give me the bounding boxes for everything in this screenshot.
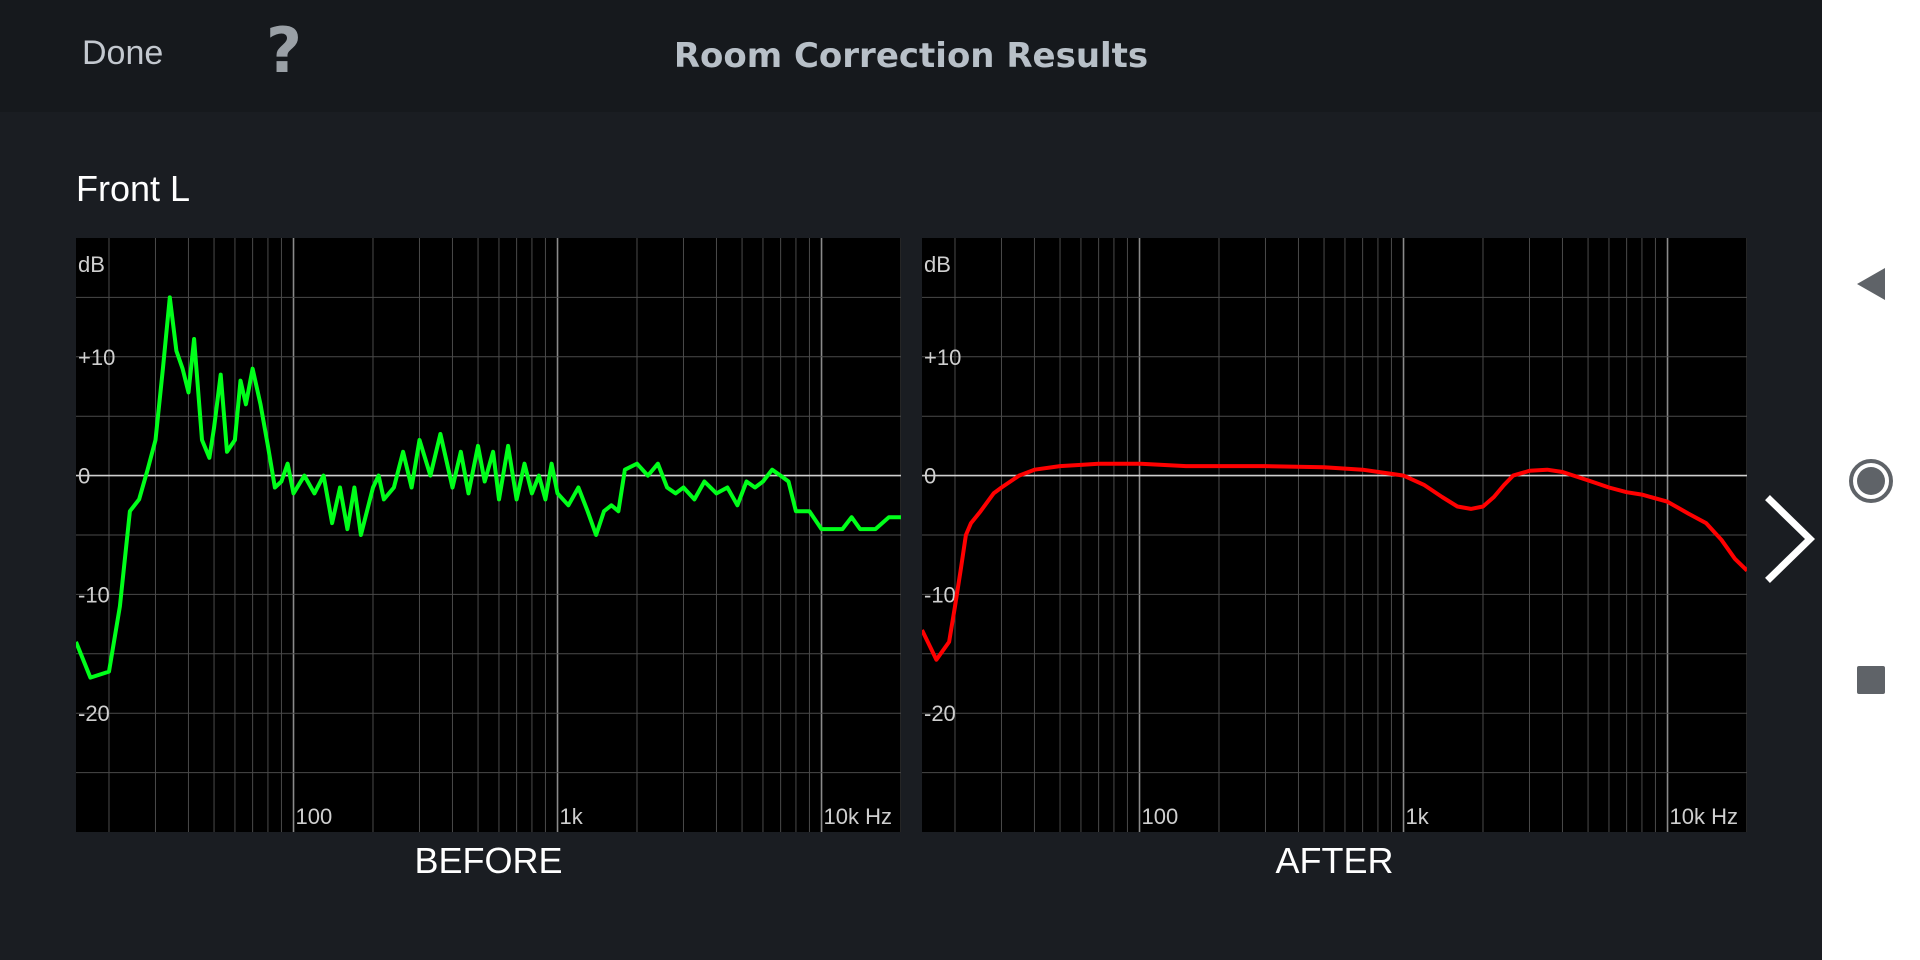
y-tick-label: +10 xyxy=(78,345,115,370)
x-tick-label: 10k Hz xyxy=(824,804,892,829)
y-tick-label: -10 xyxy=(924,582,956,607)
y-tick-label: -20 xyxy=(924,701,956,726)
circle-home-icon xyxy=(1849,459,1893,503)
after-chart-svg: dB +10 0 -10 -20 100 1k 10k Hz xyxy=(922,238,1747,832)
after-label: AFTER xyxy=(1275,840,1394,881)
before-label: BEFORE xyxy=(414,840,563,881)
y-unit-label: dB xyxy=(924,252,951,277)
x-tick-label: 10k Hz xyxy=(1670,804,1738,829)
next-channel-button[interactable] xyxy=(1762,494,1818,584)
after-chart: dB +10 0 -10 -20 100 1k 10k Hz xyxy=(922,238,1747,832)
nav-back-button[interactable] xyxy=(1822,264,1920,304)
response-series-line xyxy=(922,461,1747,662)
y-tick-label: +10 xyxy=(924,345,961,370)
response-series-line xyxy=(76,295,901,680)
y-tick-label: -20 xyxy=(78,701,110,726)
y-tick-label: 0 xyxy=(924,464,936,489)
before-chart: dB +10 0 -10 -20 100 1k 10k Hz xyxy=(76,238,901,832)
channel-label: Front L xyxy=(76,168,191,209)
done-button[interactable]: Done xyxy=(82,34,164,72)
chevron-right-icon xyxy=(1765,495,1816,583)
y-tick-label: -10 xyxy=(78,582,110,607)
x-tick-label: 1k xyxy=(1406,804,1430,829)
top-bar: Done ? Room Correction Results xyxy=(0,0,1822,112)
x-tick-label: 100 xyxy=(1142,804,1179,829)
help-button[interactable]: ? xyxy=(266,14,302,87)
nav-recents-button[interactable] xyxy=(1822,664,1920,696)
nav-home-button[interactable] xyxy=(1822,458,1920,504)
before-chart-svg: dB +10 0 -10 -20 100 1k 10k Hz xyxy=(76,238,901,832)
system-nav-bar xyxy=(1822,0,1920,960)
square-recents-icon xyxy=(1857,666,1885,694)
x-tick-label: 1k xyxy=(560,804,584,829)
x-tick-label: 100 xyxy=(296,804,333,829)
y-unit-label: dB xyxy=(78,252,105,277)
page-title: Room Correction Results xyxy=(673,36,1149,76)
triangle-back-icon xyxy=(1857,268,1885,300)
y-tick-label: 0 xyxy=(78,464,90,489)
